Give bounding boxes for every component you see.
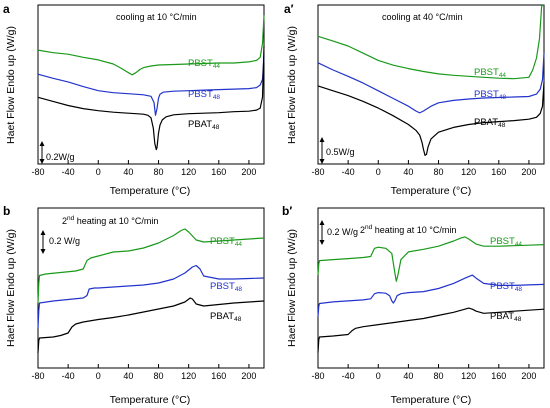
series-label-pbst44: PBST44 xyxy=(188,58,220,70)
x-tick-label: 0 xyxy=(96,167,101,177)
x-tick-label: -80 xyxy=(311,371,324,381)
x-axis-title: Temperature (°C) xyxy=(110,394,191,406)
scale-bar: 0.2 W/g xyxy=(319,220,358,245)
x-axis-title: Temperature (°C) xyxy=(110,185,191,197)
series-label-pbst44: PBST44 xyxy=(474,67,506,79)
x-tick-label: 200 xyxy=(521,371,536,381)
x-tick-label: 200 xyxy=(241,371,256,381)
x-tick-label: 160 xyxy=(211,167,226,177)
x-tick-label: 120 xyxy=(181,371,196,381)
x-tick-label: 40 xyxy=(123,167,133,177)
x-tick-label: -40 xyxy=(342,371,355,381)
series-line-pbst48 xyxy=(317,53,545,114)
panel-a: a cooling at 10 °C/min -80 -40 0 40 80 120 160… xyxy=(3,2,265,197)
panel-b: b 2nd heating at 10 °C/min -80 -40 0 40 80 12… xyxy=(3,204,265,406)
x-tick-label: -80 xyxy=(31,167,44,177)
series-label-1: PBST44 xyxy=(188,58,220,70)
x-tick-label: 0 xyxy=(96,371,101,381)
series-line-pbst48 xyxy=(37,56,265,116)
series-label-pbst48: PBST48 xyxy=(490,281,522,293)
panel-a-prime: a′ cooling at 40 °C/min -80 -40 0 40 80 120 16… xyxy=(284,2,545,197)
x-tick-label: -80 xyxy=(311,167,324,177)
x-axis-ticks: -80 -40 0 40 80 120 160 200 xyxy=(31,364,256,381)
series-line-pbat48 xyxy=(37,297,265,354)
series-line-pbst48 xyxy=(37,264,265,329)
series-line-pbst44 xyxy=(317,4,544,80)
x-tick-label: 200 xyxy=(241,167,256,177)
x-tick-label: -40 xyxy=(62,167,75,177)
scale-bar-label: 0.2 W/g xyxy=(327,227,358,237)
x-axis-ticks: -80 -40 0 40 80 120 160 200 xyxy=(31,160,256,177)
x-tick-label: 120 xyxy=(181,167,196,177)
curves xyxy=(37,228,265,354)
series-line-pbst44 xyxy=(317,236,545,282)
plot-frame xyxy=(37,4,265,165)
x-tick-label: 40 xyxy=(403,371,413,381)
x-tick-label: -40 xyxy=(342,167,355,177)
x-tick-label: 200 xyxy=(521,167,536,177)
series-label-pbst44: PBST44 xyxy=(210,236,242,248)
panel-label: a′ xyxy=(284,2,294,16)
series-label-pbat48: PBAT48 xyxy=(210,311,242,323)
y-axis-title: Haet Flow Endo up (W/g) xyxy=(5,229,17,347)
series-label-pbst44: PBST44 xyxy=(490,236,522,248)
panel-annotation: cooling at 40 °C/min xyxy=(382,12,463,22)
series-line-pbat48 xyxy=(37,45,265,151)
x-tick-label: 80 xyxy=(434,167,444,177)
panel-b-prime: b′ 2nd heating at 10 °C/min -80 -40 0 40 80 1… xyxy=(282,204,545,406)
panel-annotation: 2nd heating at 10 °C/min xyxy=(360,224,456,235)
x-tick-label: 160 xyxy=(491,167,506,177)
x-tick-label: -40 xyxy=(62,371,75,381)
curves xyxy=(317,236,545,353)
x-tick-label: 120 xyxy=(461,167,476,177)
curves xyxy=(37,15,265,151)
series-line-pbat48 xyxy=(317,307,545,353)
series-label-pbst48: PBST48 xyxy=(474,89,506,101)
panel-label: b′ xyxy=(282,204,292,218)
x-axis-title: Temperature (°C) xyxy=(391,185,472,197)
series-line-pbst44 xyxy=(37,15,265,76)
curves xyxy=(317,4,545,156)
series-label-pbst48: PBST48 xyxy=(210,281,242,293)
x-axis-title: Temperature (°C) xyxy=(391,394,472,406)
scale-bar: 0.2W/g xyxy=(39,141,75,164)
y-axis-title: Haet Flow Endo up (W/g) xyxy=(5,26,17,144)
scale-bar-label: 0.2 W/g xyxy=(49,236,80,246)
scale-bar-label: 0.2W/g xyxy=(46,152,75,162)
y-axis-title: Haet Flow Endo up (W/g) xyxy=(286,229,298,347)
scale-bar-label: 0.5W/g xyxy=(326,147,355,157)
series-label-pbat48: PBAT48 xyxy=(188,119,220,131)
plot-frame xyxy=(317,207,545,369)
y-axis-title: Haet Flow Endo up (W/g) xyxy=(286,26,298,144)
x-tick-label: 120 xyxy=(461,371,476,381)
series-label-pbat48: PBAT48 xyxy=(474,117,506,129)
panel-annotation: cooling at 10 °C/min xyxy=(116,12,197,22)
scale-bar: 0.5W/g xyxy=(319,137,355,164)
x-tick-label: 80 xyxy=(154,371,164,381)
panel-label: b xyxy=(3,204,10,218)
x-axis-ticks: -80 -40 0 40 80 120 160 200 xyxy=(311,160,536,177)
x-tick-label: 0 xyxy=(376,371,381,381)
x-tick-label: 40 xyxy=(123,371,133,381)
series-label-pbst48: PBST48 xyxy=(188,89,220,101)
x-tick-label: 40 xyxy=(403,167,413,177)
x-tick-label: 80 xyxy=(434,371,444,381)
x-tick-label: 0 xyxy=(376,167,381,177)
x-tick-label: 160 xyxy=(491,371,506,381)
series-line-pbst44 xyxy=(37,228,265,304)
series-line-pbat48 xyxy=(317,82,545,156)
series-label-pbat48: PBAT48 xyxy=(490,311,522,323)
x-tick-label: 160 xyxy=(211,371,226,381)
x-tick-label: -80 xyxy=(31,371,44,381)
scale-bar: 0.2 W/g xyxy=(40,230,80,254)
x-axis-ticks: -80 -40 0 40 80 120 160 200 xyxy=(311,364,536,381)
panel-label: a xyxy=(3,2,10,16)
series-line-pbst48 xyxy=(317,274,545,317)
panel-annotation: 2nd heating at 10 °C/min xyxy=(62,215,158,226)
x-tick-label: 80 xyxy=(154,167,164,177)
